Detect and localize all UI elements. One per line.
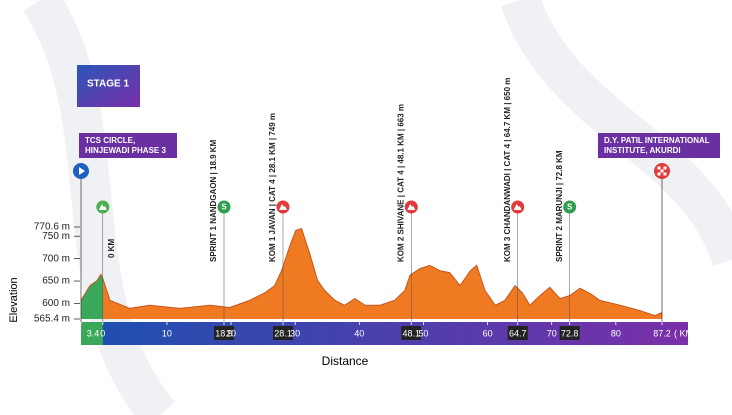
- annotation-icon: S: [221, 203, 227, 212]
- finish-icon: [657, 166, 661, 170]
- distance-bar: [81, 322, 688, 345]
- annotation-label: KOM 1 JAVAN | CAT 4 | 28.1 KM | 749 m: [268, 113, 277, 262]
- finish-icon: [660, 169, 664, 173]
- x-tick-label: 48.1: [402, 328, 420, 338]
- x-unit-label: ( KM): [674, 328, 696, 338]
- x-tick-label: 40: [354, 328, 364, 338]
- y-axis-label: Elevation: [8, 277, 20, 322]
- elevation-line: [80, 227, 663, 317]
- finish-icon: [663, 172, 667, 176]
- neutral-bar: [81, 322, 103, 345]
- x-tick-label: 0: [100, 328, 105, 338]
- start-label: TCS CIRCLE,: [85, 136, 135, 145]
- annotation-marker: [217, 200, 231, 214]
- x-tick-label: 80: [611, 328, 621, 338]
- annotation-icon: [98, 204, 107, 210]
- x-tick-highlight: [507, 326, 528, 340]
- annotation-icon: [513, 204, 522, 210]
- stage-title: STAGE 1: [87, 79, 129, 90]
- x-tick-label: 72.8: [561, 328, 579, 338]
- stage-box: [77, 65, 140, 107]
- x-tick-highlight: [401, 326, 422, 340]
- x-axis-label: Distance: [322, 354, 369, 368]
- annotation-icon: [407, 204, 416, 210]
- annotation-icon: S: [567, 203, 573, 212]
- finish-label: INSTITUTE, AKURDI: [604, 146, 681, 155]
- background-decor: [23, 0, 732, 415]
- x-tick-label: 10: [162, 328, 172, 338]
- x-tick-label: 87.2: [653, 328, 671, 338]
- y-tick-label: 565.4 m: [34, 314, 70, 325]
- x-tick-label: 20: [226, 328, 236, 338]
- y-tick-label: 650 m: [42, 276, 70, 287]
- finish-icon: [663, 166, 667, 170]
- x-tick-label: 28.1: [274, 328, 292, 338]
- annotation-marker: [563, 200, 577, 214]
- x-tick-label: 50: [418, 328, 428, 338]
- annotation-label: KOM 2 SHIVANE | CAT 4 | 48.1 KM | 663 m: [396, 104, 405, 262]
- annotation-icon: [279, 204, 288, 210]
- x-tick-label: 30: [290, 328, 300, 338]
- start-icon: [79, 167, 85, 175]
- annotation-label: KOM 3 CHANDANWADI | CAT 4 | 64.7 KM | 65…: [503, 78, 512, 262]
- y-tick-label: 700 m: [42, 253, 70, 264]
- annotation-label: 0 KM: [107, 239, 116, 258]
- finish-box: [598, 133, 720, 158]
- x-tick-label: 60: [483, 328, 493, 338]
- x-tick-label: 3.4: [87, 328, 100, 338]
- x-tick-label: 18.9: [215, 328, 233, 338]
- annotation-label: SPRINT 1 NANDGAON | 18.9 KM: [209, 139, 218, 262]
- finish-icon: [657, 172, 661, 176]
- x-tick-label: 64.7: [509, 328, 527, 338]
- y-tick-label: 750 m: [42, 231, 70, 242]
- y-tick-label: 600 m: [42, 298, 70, 309]
- start-box: [79, 133, 177, 158]
- start-label: HINJEWADI PHASE 3: [85, 146, 166, 155]
- y-tick-label: 770.6 m: [34, 222, 70, 233]
- x-tick-highlight: [559, 326, 580, 340]
- x-tick-highlight: [273, 326, 294, 340]
- x-tick-label: 70: [547, 328, 557, 338]
- x-tick-highlight: [214, 326, 235, 340]
- annotation-label: SPRINT 2 MARUNJI | 72.8 KM: [555, 150, 564, 262]
- finish-label: D.Y. PATIL INTERNATIONAL: [604, 136, 710, 145]
- elevation-area: [81, 228, 662, 319]
